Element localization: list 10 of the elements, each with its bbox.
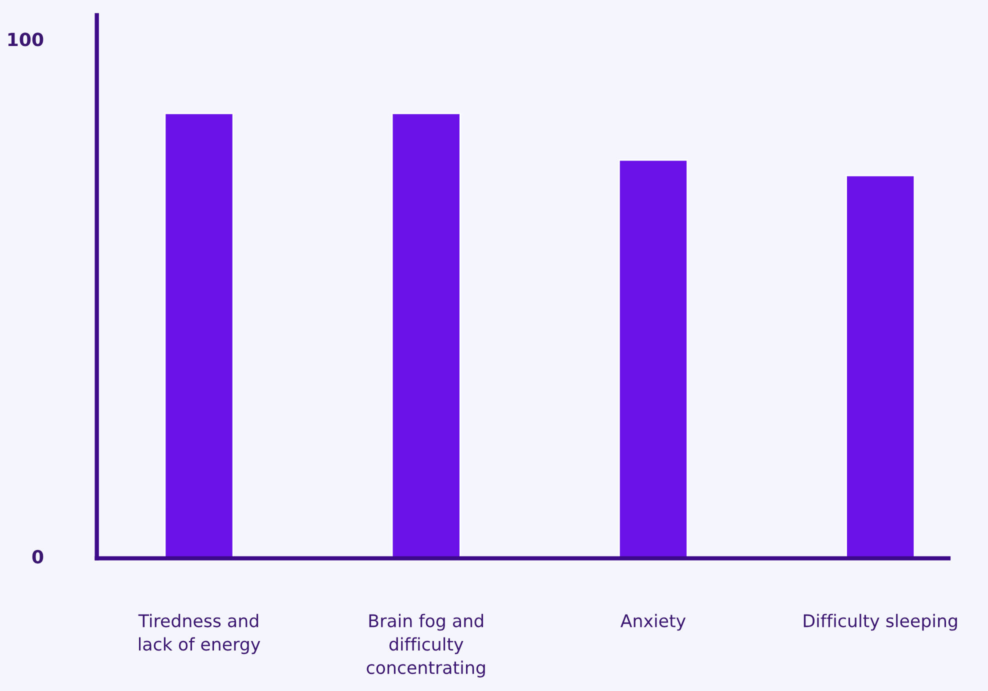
bar [846,174,916,558]
x-tick-label: Anxiety [620,614,686,631]
bar [618,159,688,558]
bar [391,112,461,558]
x-tick-label: Brain fog and difficulty concentrating [366,614,485,678]
y-tick-label: 0 [32,550,44,564]
bar [164,112,234,558]
x-tick-label: Tiredness and lack of energy [138,614,260,654]
y-tick-label: 100 [8,32,44,46]
x-tick-label: Difficulty sleeping [804,614,957,631]
